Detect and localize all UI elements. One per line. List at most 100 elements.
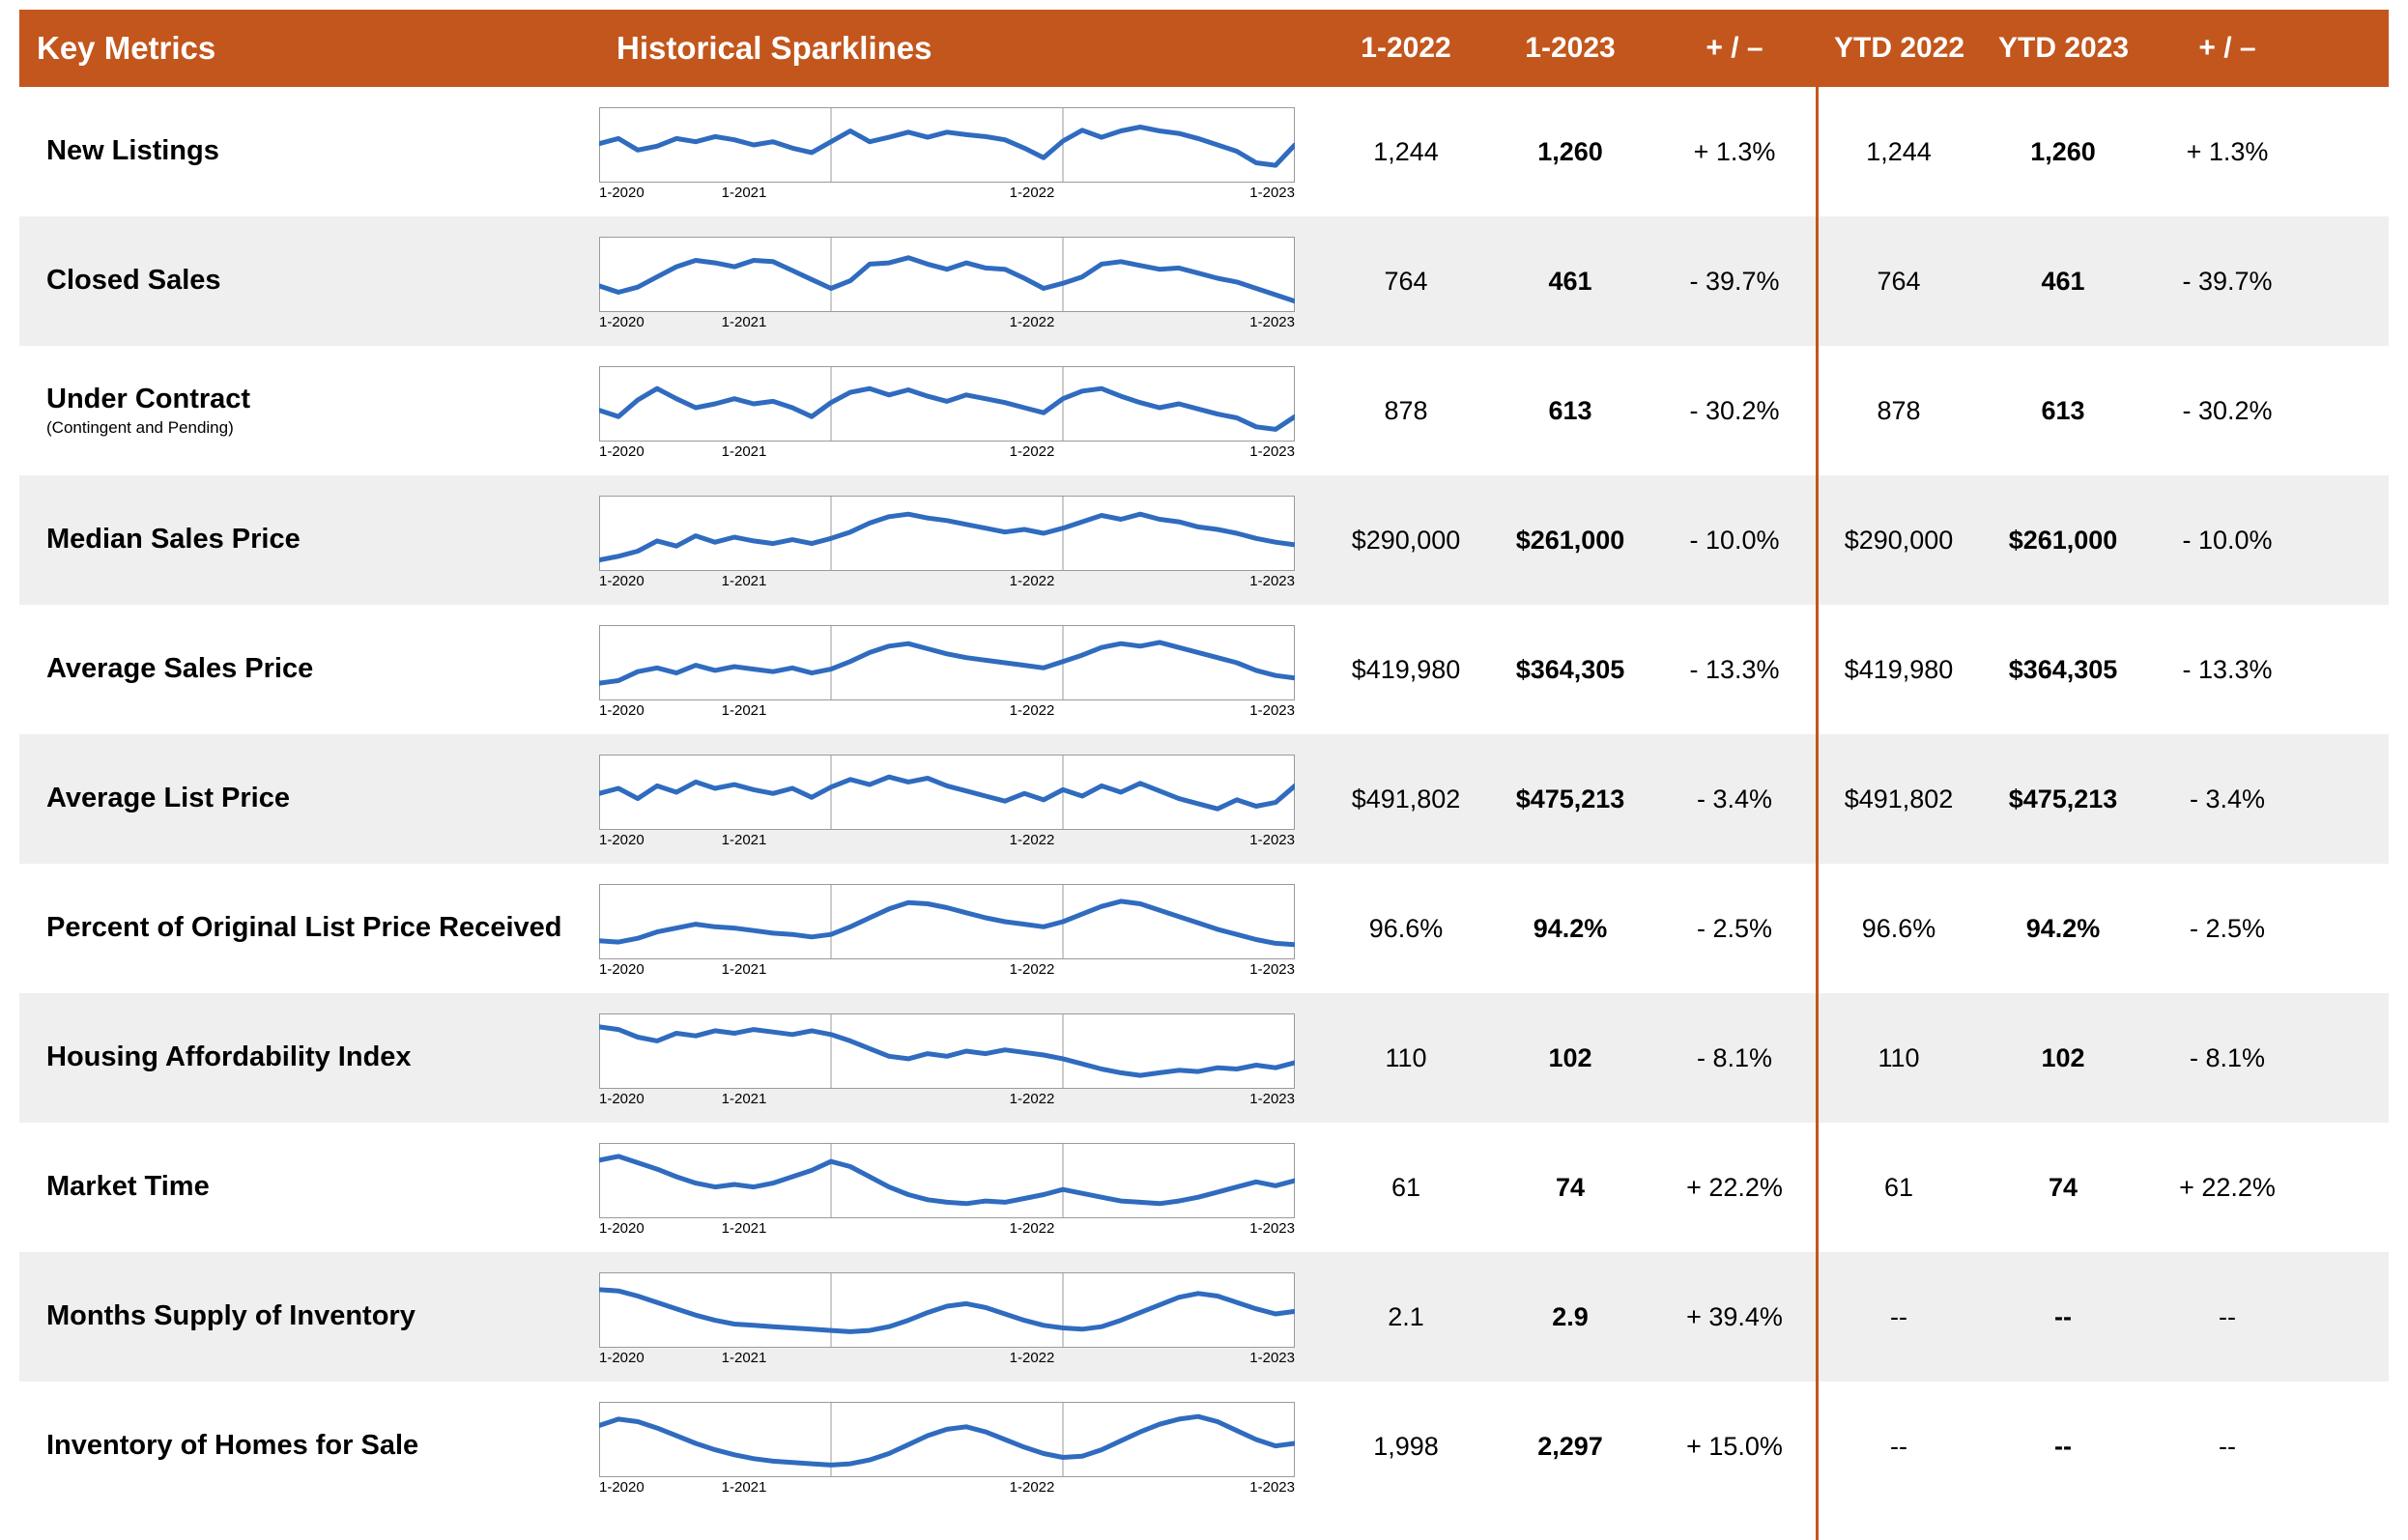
spark-axis: 1-20201-20211-20221-2023: [599, 832, 1295, 848]
ytd-change: + 1.3%: [2145, 137, 2309, 167]
value-2022: 878: [1324, 396, 1488, 426]
table-row: Inventory of Homes for Sale1-20201-20211…: [19, 1382, 2389, 1511]
value-2022: $491,802: [1324, 784, 1488, 814]
metric-cell: Under Contract (Contingent and Pending): [19, 384, 599, 437]
metric-label: Months Supply of Inventory: [46, 1300, 599, 1332]
value-2022: 61: [1324, 1173, 1488, 1203]
ytd-2022: 96.6%: [1817, 914, 1981, 944]
value-2022: 110: [1324, 1043, 1488, 1073]
spark-axis-label: 1-2022: [945, 1479, 1119, 1496]
ytd-2022: 61: [1817, 1173, 1981, 1203]
metric-label: Inventory of Homes for Sale: [46, 1430, 599, 1462]
metric-sublabel: (Contingent and Pending): [46, 418, 599, 438]
spark-axis: 1-20201-20211-20221-2023: [599, 1350, 1295, 1366]
spark-cell: 1-20201-20211-20221-2023: [599, 1394, 1324, 1499]
value-2023: 613: [1488, 396, 1652, 426]
ytd-2022: 878: [1817, 396, 1981, 426]
ytd-change: - 8.1%: [2145, 1043, 2309, 1073]
spark-axis-label: 1-2021: [657, 443, 831, 460]
sparkline-chart: [599, 496, 1295, 571]
value-2023: $261,000: [1488, 526, 1652, 556]
header-key-metrics: Key Metrics: [19, 30, 599, 67]
metric-cell: Closed Sales: [19, 265, 599, 297]
ytd-2023: --: [1981, 1432, 2145, 1462]
ytd-2023: $475,213: [1981, 784, 2145, 814]
value-change: - 8.1%: [1652, 1043, 1817, 1073]
spark-axis: 1-20201-20211-20221-2023: [599, 1220, 1295, 1237]
spark-box: 1-20201-20211-20221-2023: [599, 1402, 1295, 1496]
spark-axis-label: 1-2023: [1121, 1220, 1295, 1237]
metric-label: Housing Affordability Index: [46, 1041, 599, 1073]
ytd-change: + 22.2%: [2145, 1173, 2309, 1203]
value-change: - 30.2%: [1652, 396, 1817, 426]
spark-cell: 1-20201-20211-20221-2023: [599, 876, 1324, 982]
spark-cell: 1-20201-20211-20221-2023: [599, 100, 1324, 205]
spark-cell: 1-20201-20211-20221-2023: [599, 747, 1324, 852]
metric-label: Percent of Original List Price Received: [46, 912, 599, 944]
metric-cell: Average Sales Price: [19, 653, 599, 685]
spark-cell: 1-20201-20211-20221-2023: [599, 488, 1324, 593]
metric-label: Market Time: [46, 1171, 599, 1203]
value-change: - 13.3%: [1652, 655, 1817, 685]
value-change: + 39.4%: [1652, 1302, 1817, 1332]
value-2023: 94.2%: [1488, 914, 1652, 944]
spark-axis-label: 1-2021: [657, 1350, 831, 1366]
header-pm: + / –: [1652, 32, 1817, 65]
spark-box: 1-20201-20211-20221-2023: [599, 1272, 1295, 1366]
table-row: Under Contract(Contingent and Pending)1-…: [19, 346, 2389, 475]
header-ytd-pm: + / –: [2145, 32, 2309, 65]
spark-axis-label: 1-2022: [945, 832, 1119, 848]
sparkline-chart: [599, 1143, 1295, 1218]
spark-axis: 1-20201-20211-20221-2023: [599, 1091, 1295, 1107]
value-2023: 74: [1488, 1173, 1652, 1203]
spark-box: 1-20201-20211-20221-2023: [599, 366, 1295, 460]
spark-axis-label: 1-2021: [657, 961, 831, 978]
value-2022: $419,980: [1324, 655, 1488, 685]
sparkline-chart: [599, 755, 1295, 830]
table-row: Percent of Original List Price Received 1…: [19, 864, 2389, 993]
table-row: Median Sales Price1-20201-20211-20221-20…: [19, 475, 2389, 605]
ytd-2023: $261,000: [1981, 526, 2145, 556]
spark-axis: 1-20201-20211-20221-2023: [599, 314, 1295, 330]
spark-cell: 1-20201-20211-20221-2023: [599, 229, 1324, 334]
ytd-2022: 764: [1817, 267, 1981, 297]
sparkline-chart: [599, 1013, 1295, 1089]
metric-label: Average Sales Price: [46, 653, 599, 685]
ytd-2023: 461: [1981, 267, 2145, 297]
spark-axis-label: 1-2023: [1121, 1350, 1295, 1366]
metric-label: Under Contract: [46, 384, 599, 415]
table-row: Months Supply of Inventory 1-20201-20211-…: [19, 1252, 2389, 1382]
value-change: - 10.0%: [1652, 526, 1817, 556]
spark-axis-label: 1-2022: [945, 1220, 1119, 1237]
ytd-2022: $419,980: [1817, 655, 1981, 685]
spark-axis-label: 1-2022: [945, 1091, 1119, 1107]
metric-label: Median Sales Price: [46, 524, 599, 556]
header-sparklines: Historical Sparklines: [599, 30, 1324, 67]
spark-axis-label: 1-2022: [945, 961, 1119, 978]
spark-axis-label: 1-2021: [657, 573, 831, 589]
spark-axis-label: 1-2021: [657, 1220, 831, 1237]
spark-box: 1-20201-20211-20221-2023: [599, 1013, 1295, 1107]
spark-box: 1-20201-20211-20221-2023: [599, 884, 1295, 978]
spark-cell: 1-20201-20211-20221-2023: [599, 1006, 1324, 1111]
metric-label: New Listings: [46, 135, 599, 167]
sparkline-chart: [599, 237, 1295, 312]
spark-axis-label: 1-2023: [1121, 185, 1295, 201]
value-change: - 3.4%: [1652, 784, 1817, 814]
value-2023: 2.9: [1488, 1302, 1652, 1332]
spark-cell: 1-20201-20211-20221-2023: [599, 358, 1324, 464]
spark-axis-label: 1-2023: [1121, 702, 1295, 719]
spark-box: 1-20201-20211-20221-2023: [599, 237, 1295, 330]
spark-axis: 1-20201-20211-20221-2023: [599, 185, 1295, 201]
header-2022: 1-2022: [1324, 32, 1488, 65]
ytd-2023: 94.2%: [1981, 914, 2145, 944]
value-2023: $475,213: [1488, 784, 1652, 814]
ytd-2023: 1,260: [1981, 137, 2145, 167]
sparkline-chart: [599, 1402, 1295, 1477]
table-row: New Listings 1-20201-20211-20221-2023 1,24…: [19, 87, 2389, 216]
metric-cell: New Listings: [19, 135, 599, 167]
value-2022: 96.6%: [1324, 914, 1488, 944]
spark-axis: 1-20201-20211-20221-2023: [599, 443, 1295, 460]
value-2022: 1,244: [1324, 137, 1488, 167]
value-change: + 22.2%: [1652, 1173, 1817, 1203]
